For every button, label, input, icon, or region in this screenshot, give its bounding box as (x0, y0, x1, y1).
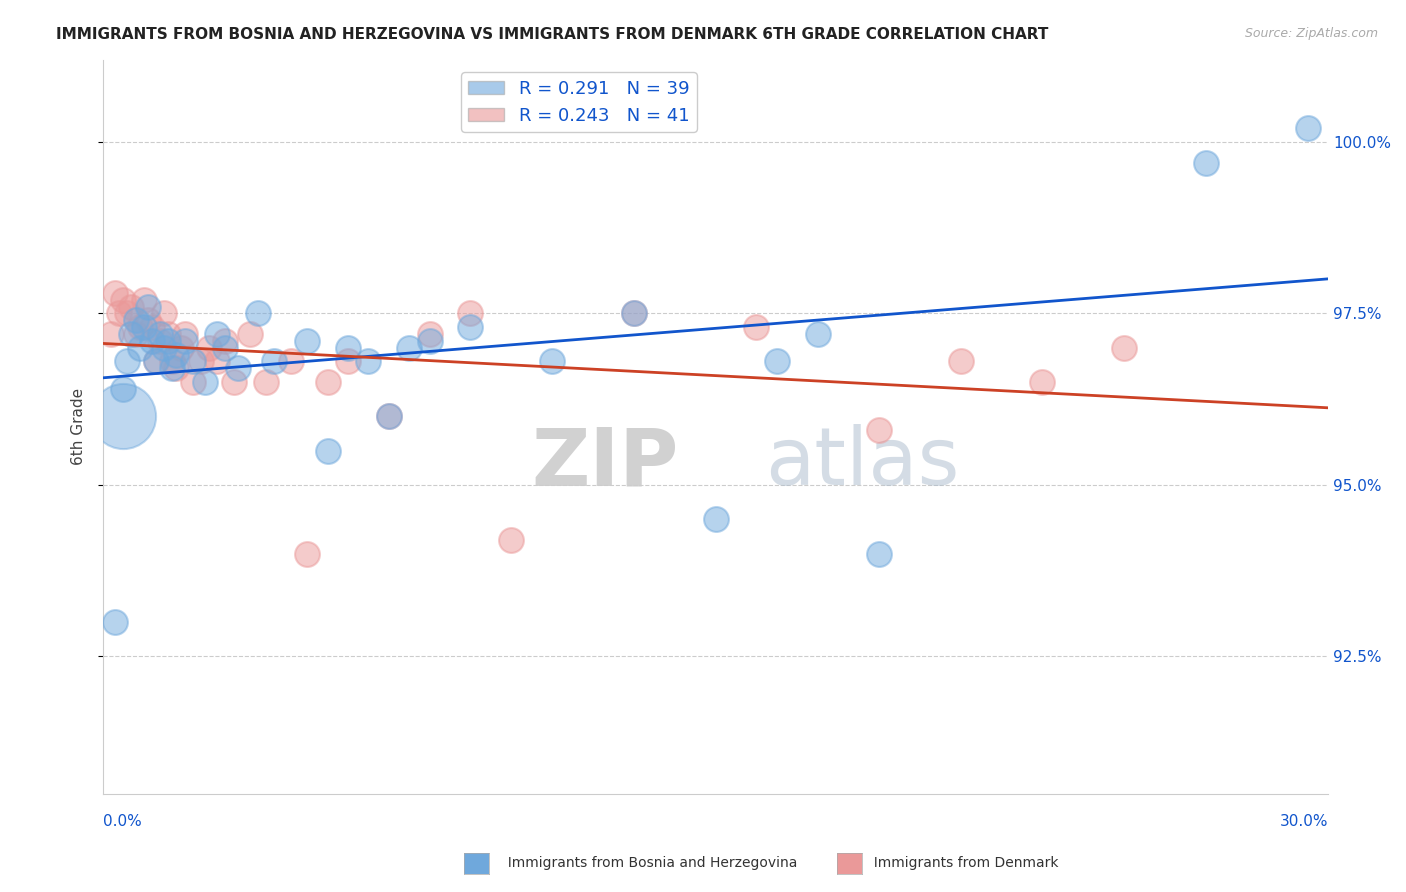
Point (157, 326, 180, 341)
Point (149, 326, 172, 341)
Point (136, 300, 159, 314)
Point (868, 423, 890, 437)
Point (136, 313, 159, 327)
Point (501, 533, 523, 547)
Point (419, 334, 441, 348)
Point (162, 361, 184, 376)
Point (132, 293, 155, 307)
Point (145, 354, 167, 368)
Point (117, 354, 139, 368)
Point (1194, 155, 1216, 169)
Point (121, 300, 143, 314)
Point (165, 361, 187, 376)
Point (316, 443, 339, 458)
Point (173, 334, 195, 348)
Point (263, 354, 285, 368)
Point (108, 306, 131, 320)
Point (295, 334, 318, 348)
Point (254, 375, 277, 389)
Point (124, 326, 146, 341)
Point (207, 354, 229, 368)
Point (169, 341, 191, 355)
Point (190, 354, 212, 368)
Point (704, 512, 727, 526)
Point (280, 354, 302, 368)
Text: 0.0%: 0.0% (103, 814, 142, 830)
Point (149, 334, 172, 348)
Y-axis label: 6th Grade: 6th Grade (72, 388, 86, 466)
Point (807, 326, 830, 341)
Point (226, 361, 249, 376)
Point (1296, 121, 1319, 136)
Point (128, 320, 150, 334)
Point (121, 326, 143, 341)
Text: IMMIGRANTS FROM BOSNIA AND HERZEGOVINA VS IMMIGRANTS FROM DENMARK 6TH GRADE CORR: IMMIGRANTS FROM BOSNIA AND HERZEGOVINA V… (56, 27, 1049, 42)
Text: Immigrants from Denmark: Immigrants from Denmark (865, 855, 1059, 870)
Point (214, 334, 236, 348)
Point (124, 313, 146, 327)
Point (162, 354, 184, 368)
Point (949, 354, 972, 368)
Legend: R = 0.291   N = 39, R = 0.243   N = 41: R = 0.291 N = 39, R = 0.243 N = 41 (461, 72, 697, 132)
Point (247, 306, 270, 320)
Point (745, 320, 768, 334)
Text: Source: ZipAtlas.com: Source: ZipAtlas.com (1244, 27, 1378, 40)
Point (141, 320, 163, 334)
Point (100, 326, 122, 341)
Point (541, 354, 564, 368)
Point (460, 306, 482, 320)
Point (165, 348, 187, 362)
Point (1112, 341, 1135, 355)
Point (145, 354, 167, 368)
Point (316, 375, 339, 389)
Point (198, 341, 221, 355)
Point (623, 306, 645, 320)
Point (194, 375, 217, 389)
Point (295, 547, 318, 561)
Point (117, 306, 139, 320)
Point (239, 326, 262, 341)
Point (153, 306, 176, 320)
Point (153, 341, 176, 355)
Point (128, 341, 150, 355)
Point (141, 334, 163, 348)
Point (181, 375, 204, 389)
Point (378, 409, 401, 424)
Point (336, 341, 359, 355)
Point (222, 375, 245, 389)
Point (336, 354, 359, 368)
Point (378, 409, 401, 424)
Point (357, 354, 380, 368)
Point (173, 326, 195, 341)
Point (112, 382, 135, 396)
Point (868, 547, 890, 561)
Point (181, 354, 204, 368)
Point (419, 326, 441, 341)
Text: ZIP: ZIP (531, 425, 679, 502)
Point (112, 409, 135, 424)
Point (398, 341, 420, 355)
Point (207, 326, 229, 341)
Point (623, 306, 645, 320)
Text: 30.0%: 30.0% (1279, 814, 1329, 830)
Point (460, 320, 482, 334)
Point (104, 285, 127, 300)
Point (132, 320, 155, 334)
Point (104, 615, 127, 629)
Point (157, 334, 180, 348)
Text: atlas: atlas (765, 425, 960, 502)
Point (214, 341, 236, 355)
Text: Immigrants from Bosnia and Herzegovina: Immigrants from Bosnia and Herzegovina (499, 855, 797, 870)
Point (1031, 375, 1053, 389)
Point (112, 293, 135, 307)
Point (765, 354, 787, 368)
